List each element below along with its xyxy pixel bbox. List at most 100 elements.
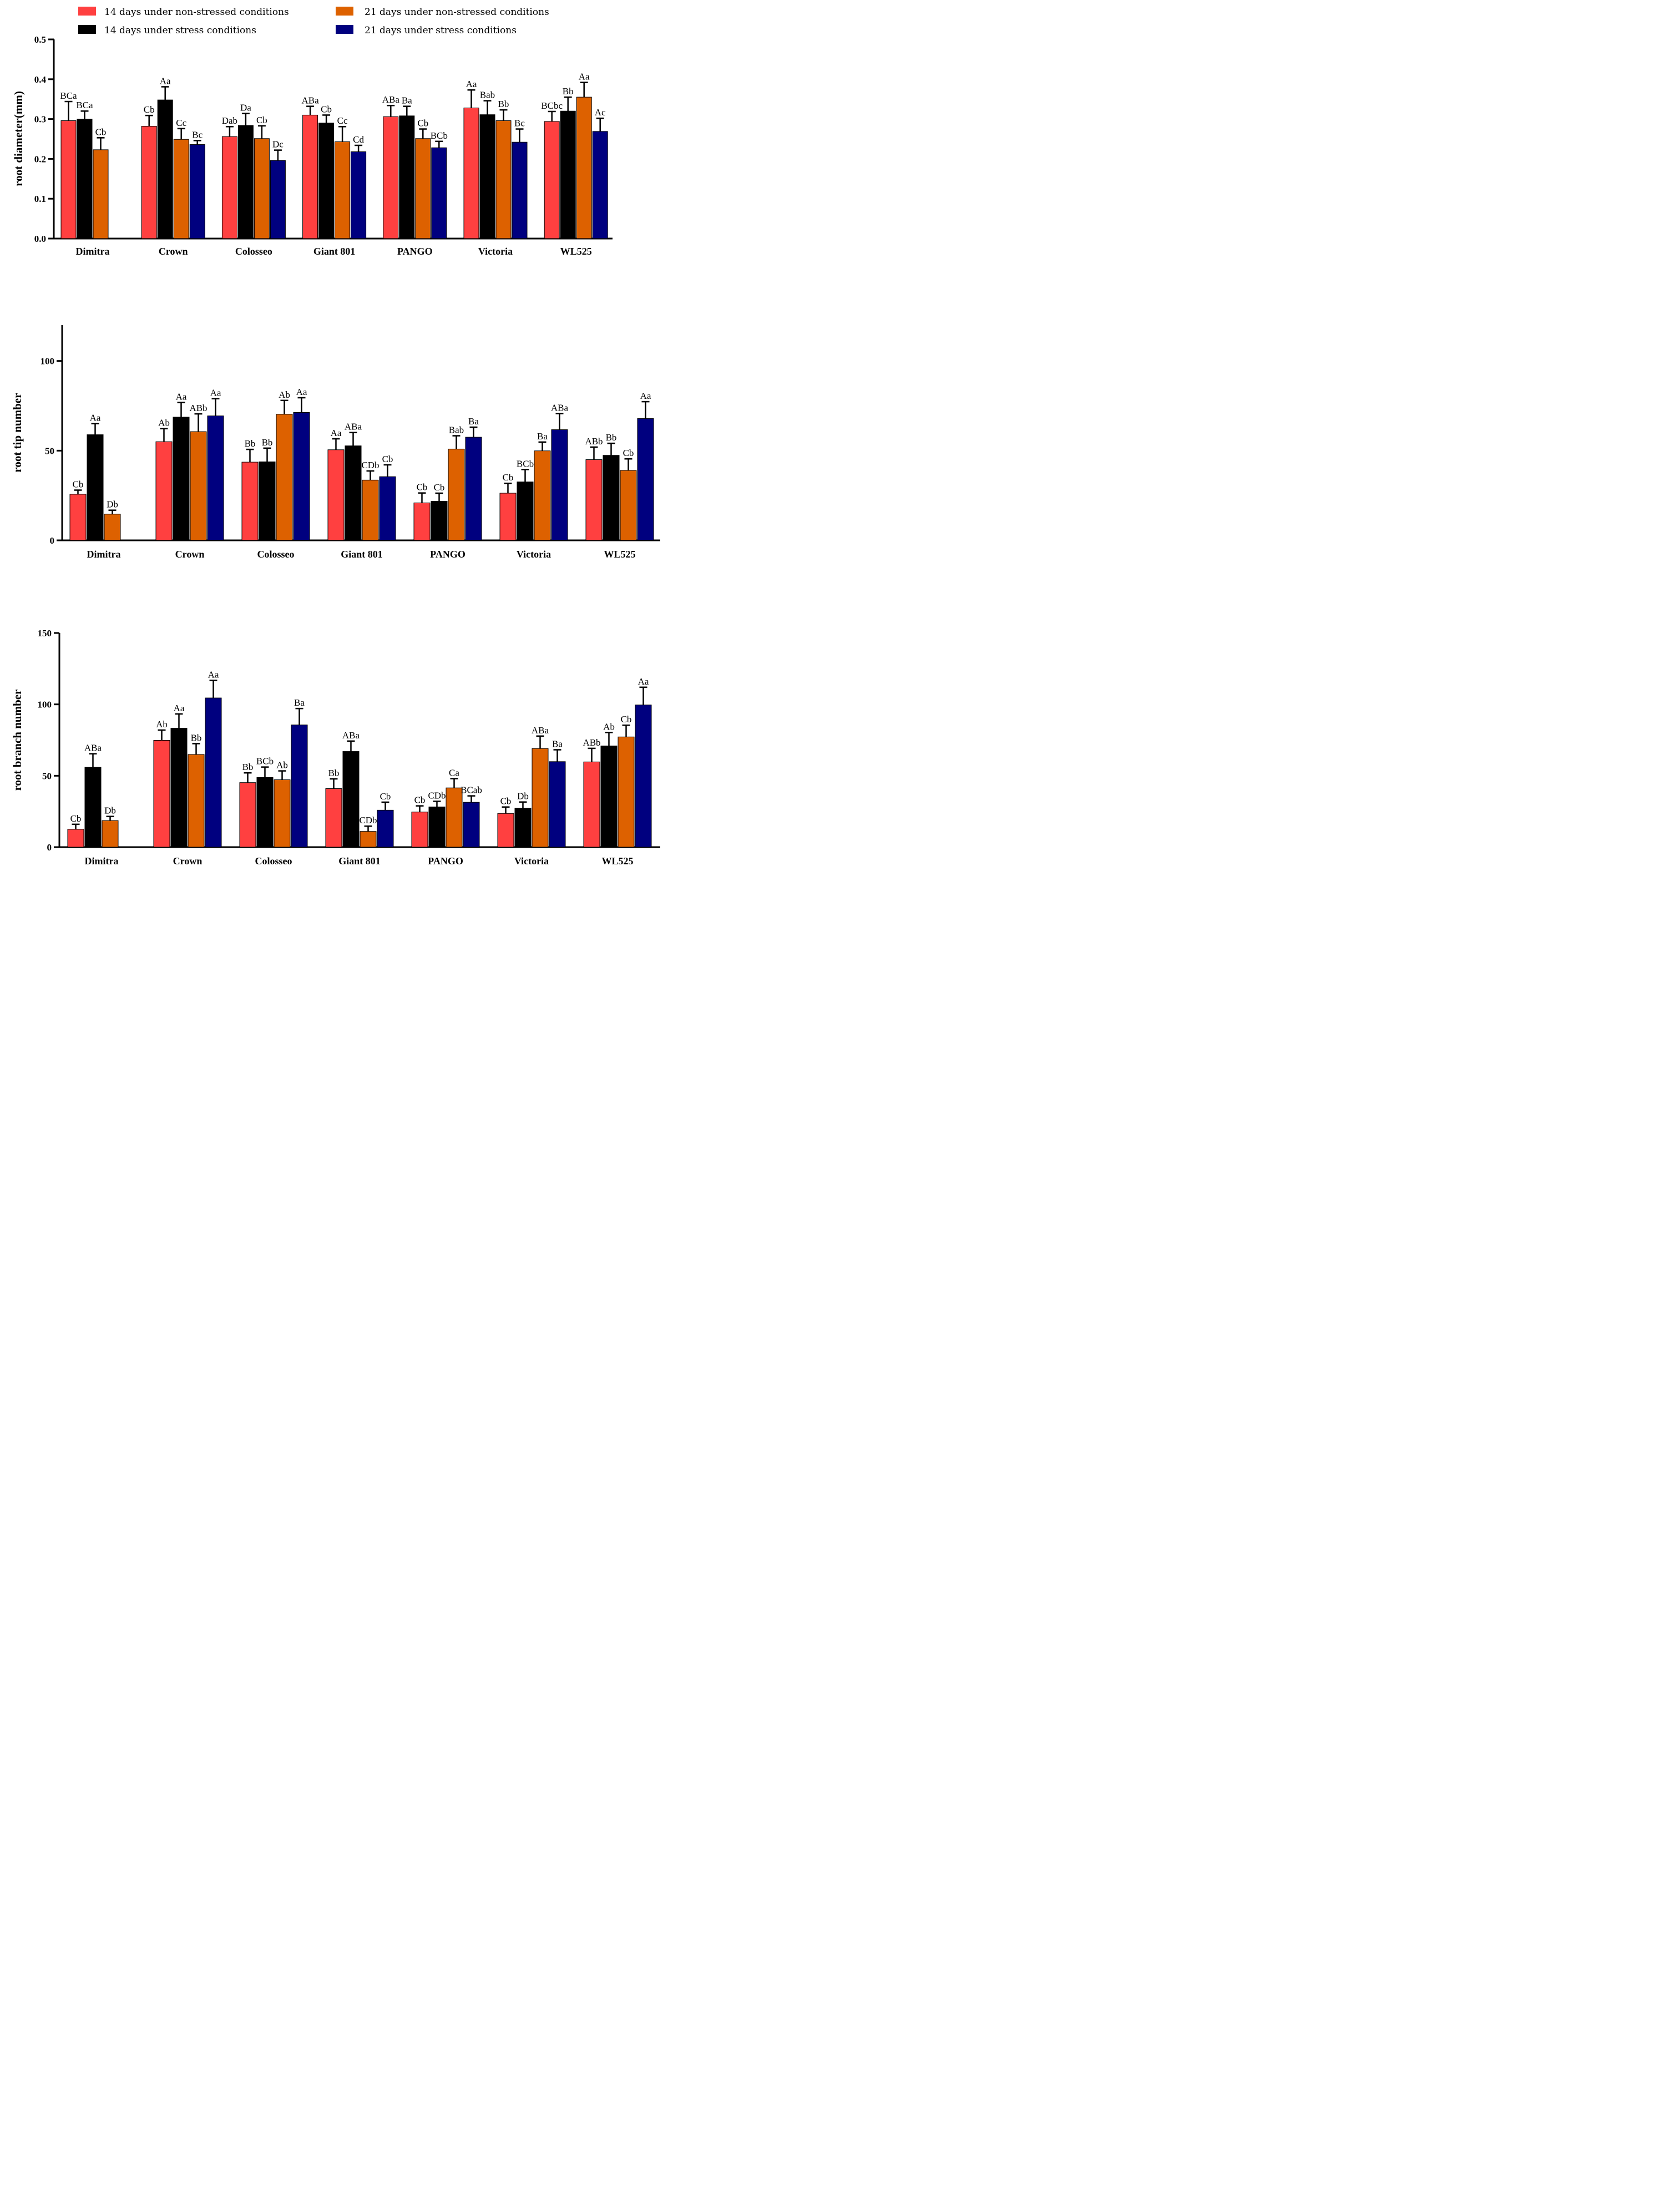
- figure: 14 days under non-stressed conditions 21…: [11, 7, 660, 867]
- x-tick-label: Colosseo: [255, 855, 292, 867]
- legend: 14 days under non-stressed conditions 21…: [78, 7, 549, 36]
- bar-stress-21: [205, 697, 222, 848]
- x-tick-label: WL525: [601, 855, 633, 867]
- bar-stress-21: [379, 476, 396, 541]
- legend-swatch-stress-21: [336, 25, 353, 34]
- legend-item-nonstressed-21: 21 days under non-stressed conditions: [336, 7, 549, 18]
- bar-nonstressed-21: [188, 754, 205, 848]
- significance-label: Ac: [595, 107, 606, 118]
- significance-label: BCbc: [541, 100, 563, 111]
- bar-stress-14: [600, 746, 618, 848]
- bar-nonstressed-14: [239, 782, 256, 848]
- bar-nonstressed-14: [585, 459, 603, 541]
- x-tick-label: Giant 801: [313, 246, 356, 257]
- significance-label: Bb: [245, 438, 256, 449]
- x-tick-label: Colosseo: [257, 549, 295, 560]
- bar-stress-14: [399, 115, 415, 239]
- y-axis-label: root tip number: [11, 393, 24, 472]
- significance-label: Cd: [353, 134, 364, 145]
- bar-nonstressed-14: [497, 813, 514, 848]
- significance-label: Cb: [414, 795, 426, 806]
- bar-nonstressed-21: [362, 479, 379, 541]
- bar-nonstressed-14: [499, 493, 517, 541]
- legend-label-nonstressed-14: 14 days under non-stressed conditions: [104, 7, 289, 18]
- bar-stress-14: [237, 125, 254, 239]
- significance-label: Ba: [552, 738, 563, 749]
- bar-nonstressed-14: [221, 136, 237, 239]
- bar-stress-14: [84, 767, 102, 848]
- bar-nonstressed-21: [620, 470, 637, 541]
- significance-label: Bb: [328, 768, 340, 778]
- y-axis-label: root diameter(mm): [12, 91, 25, 186]
- bar-stress-14: [259, 461, 276, 541]
- bar-stress-21: [592, 131, 608, 239]
- bar-nonstressed-21: [254, 138, 270, 239]
- significance-label: Bb: [191, 732, 202, 743]
- significance-label: BCa: [60, 90, 77, 101]
- bar-nonstressed-21: [93, 149, 109, 239]
- bar-nonstressed-21: [618, 736, 635, 848]
- x-tick-label: WL525: [560, 246, 592, 257]
- bar-stress-21: [189, 144, 205, 239]
- significance-label: Bc: [192, 129, 203, 140]
- significance-label: Aa: [579, 72, 590, 82]
- significance-label: Cc: [337, 115, 348, 126]
- x-tick-label: Victoria: [514, 855, 549, 867]
- x-tick-label: PANGO: [430, 549, 465, 560]
- bar-stress-21: [512, 141, 528, 239]
- significance-label: Cc: [176, 118, 186, 128]
- legend-label-stress-21: 21 days under stress conditions: [365, 25, 517, 36]
- bar-nonstressed-14: [69, 494, 87, 541]
- bar-stress-14: [170, 728, 188, 848]
- significance-label: Cb: [500, 796, 512, 807]
- bar-nonstressed-14: [67, 829, 84, 848]
- significance-label: Ab: [276, 760, 288, 771]
- x-tick-label: WL525: [604, 549, 635, 560]
- significance-label: Bb: [606, 432, 617, 443]
- bar-stress-14: [517, 482, 534, 541]
- bar-stress-14: [514, 808, 532, 848]
- bar-stress-14: [431, 501, 448, 541]
- significance-label: Dab: [222, 115, 237, 126]
- y-tick-label: 0.5: [34, 34, 46, 45]
- significance-label: ABa: [382, 94, 400, 105]
- significance-label: Aa: [331, 428, 342, 438]
- significance-label: ABb: [583, 737, 600, 748]
- y-tick-label: 100: [38, 700, 52, 710]
- bar-stress-14: [77, 119, 93, 239]
- y-tick-label: 0: [50, 535, 55, 546]
- significance-label: ABa: [342, 730, 360, 741]
- bar-nonstressed-21: [415, 138, 431, 239]
- x-tick-label: PANGO: [397, 246, 433, 257]
- bar-nonstressed-14: [463, 107, 479, 239]
- significance-label: ABa: [551, 402, 569, 413]
- bar-stress-21: [207, 416, 224, 541]
- significance-label: Ba: [402, 95, 412, 106]
- x-tick-label: Giant 801: [338, 855, 381, 867]
- significance-label: CDb: [359, 815, 377, 825]
- legend-swatch-nonstressed-14: [78, 7, 96, 16]
- bar-nonstressed-21: [104, 514, 121, 541]
- y-tick-label: 50: [42, 771, 52, 781]
- significance-label: Cb: [256, 115, 267, 125]
- legend-item-nonstressed-14: 14 days under non-stressed conditions: [78, 7, 289, 18]
- y-tick-label: 150: [38, 628, 52, 639]
- y-tick-label: 0.4: [34, 74, 47, 85]
- x-tick-label: Dimitra: [85, 855, 119, 867]
- legend-swatch-nonstressed-21: [336, 7, 353, 16]
- bar-nonstressed-21: [495, 120, 512, 239]
- significance-label: Ab: [603, 721, 615, 732]
- bar-nonstressed-14: [544, 121, 560, 239]
- bar-stress-21: [351, 151, 367, 239]
- significance-label: Cb: [70, 813, 82, 824]
- significance-label: Aa: [90, 413, 101, 423]
- y-tick-label: 0.0: [34, 234, 46, 244]
- bar-nonstressed-14: [241, 462, 259, 541]
- significance-label: Cb: [73, 479, 84, 489]
- x-tick-label: Crown: [159, 246, 188, 257]
- significance-label: Aa: [466, 79, 477, 89]
- significance-label: Ca: [449, 767, 459, 778]
- legend-swatch-stress-14: [78, 25, 96, 34]
- y-tick-label: 50: [45, 445, 54, 456]
- bar-stress-21: [637, 418, 654, 541]
